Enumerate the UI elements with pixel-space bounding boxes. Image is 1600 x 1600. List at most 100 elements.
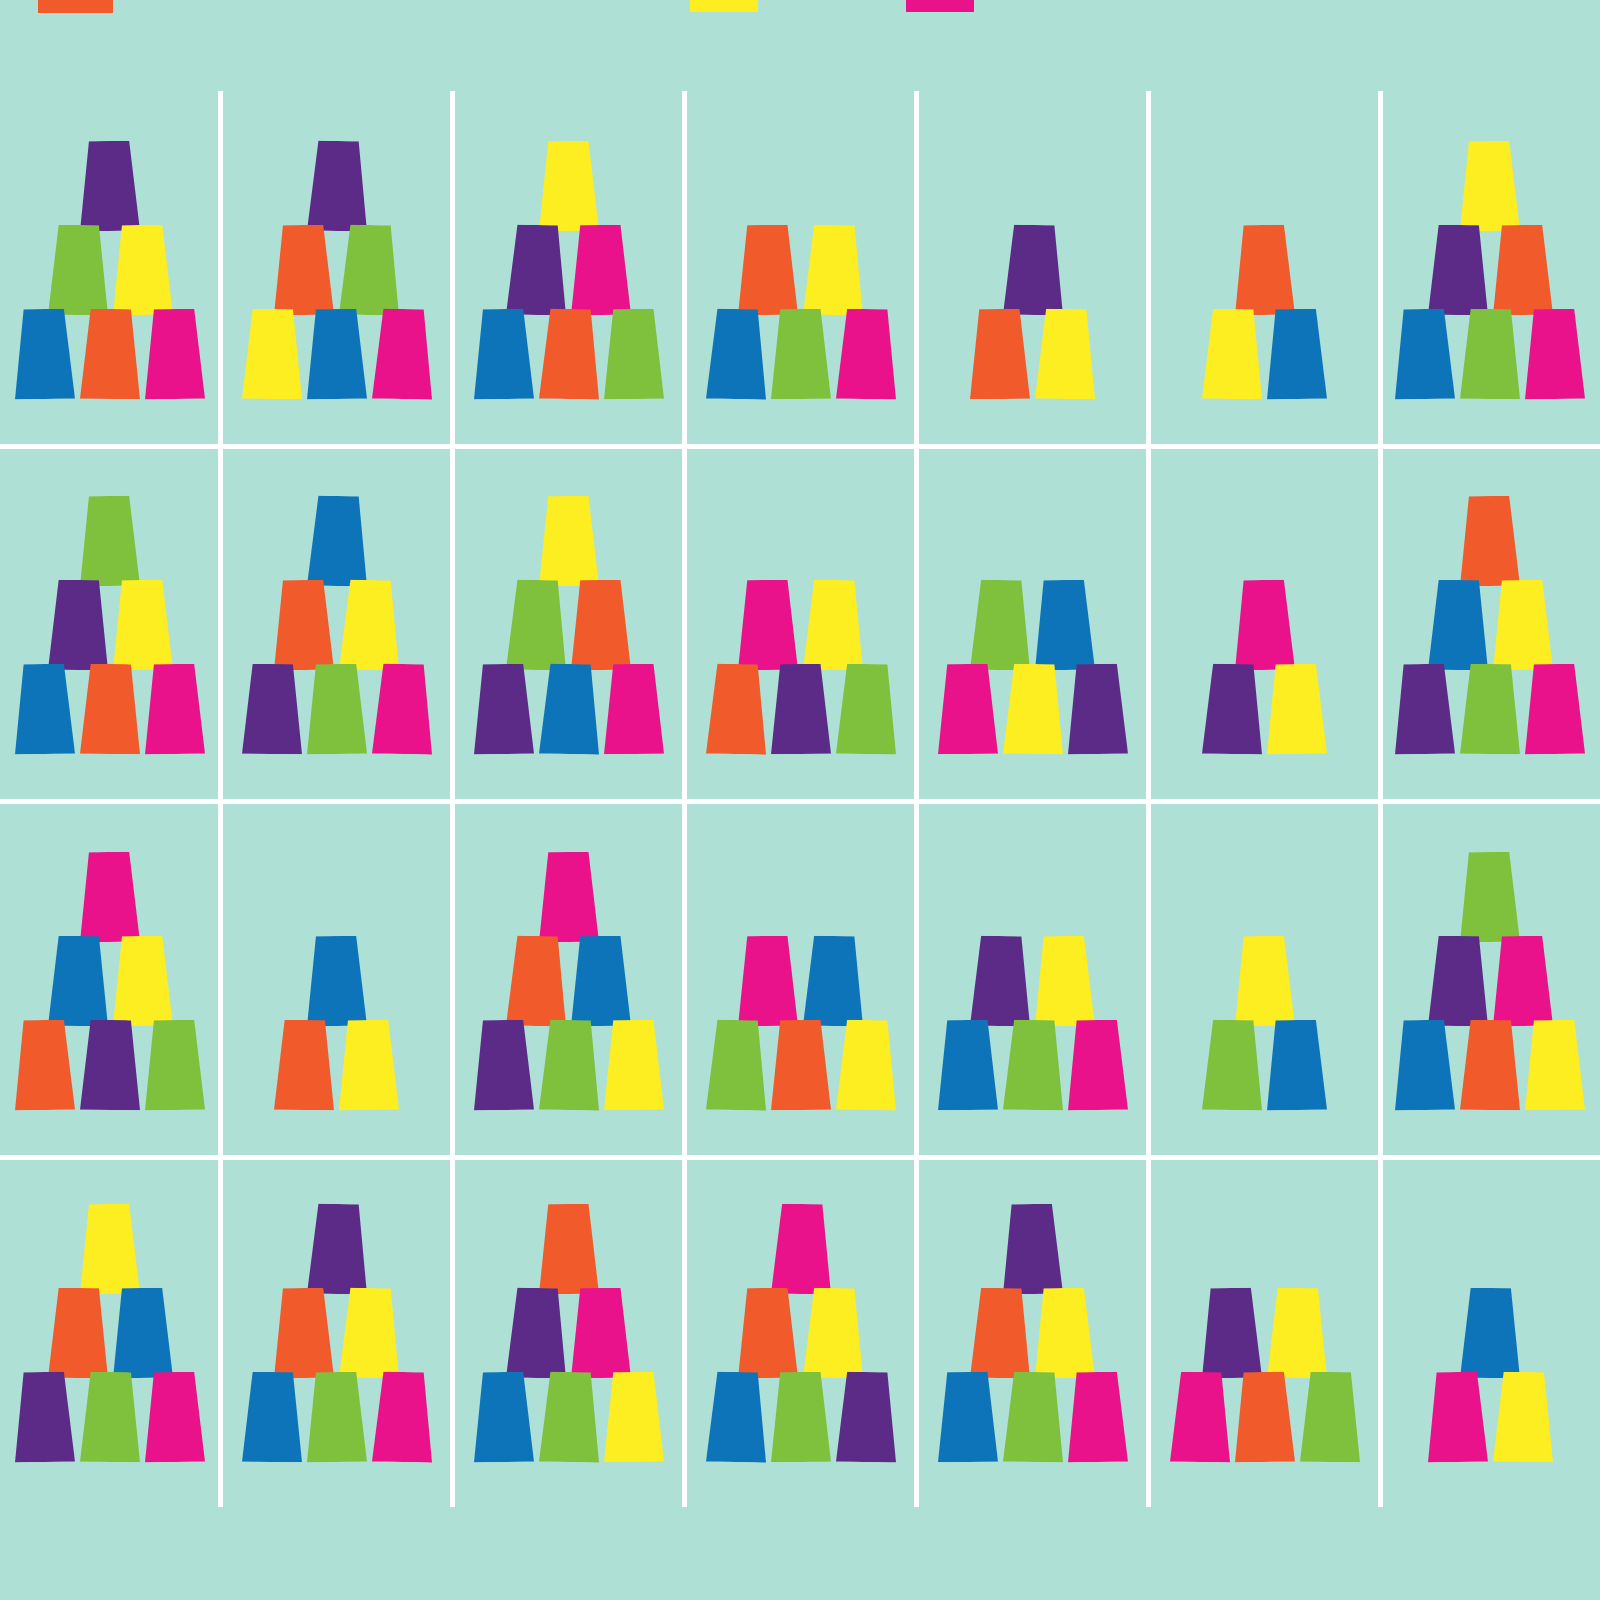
cup-pink [937, 664, 998, 754]
cup-blue [242, 1372, 303, 1463]
cup-pink [1170, 1372, 1231, 1463]
cup-blue [1428, 580, 1489, 671]
cup-orange [770, 1020, 831, 1110]
cup-yellow [242, 309, 303, 400]
cup-pink [79, 852, 140, 943]
cup-orange [80, 309, 141, 400]
cup-green [970, 580, 1031, 671]
cup-green [1460, 309, 1521, 400]
cut-off-cup-sliver [690, 0, 758, 12]
cup-pink [1524, 309, 1585, 400]
cup-yellow [339, 579, 401, 670]
cup-pink [372, 663, 434, 754]
cup-purple [1428, 936, 1489, 1027]
cup-pink [372, 308, 434, 399]
cup-yellow [836, 1020, 897, 1111]
cup-green [306, 664, 367, 755]
cup-pink [1426, 1372, 1487, 1463]
cup-green [79, 496, 140, 587]
cup-yellow [1035, 309, 1096, 400]
cup-yellow [79, 1204, 140, 1295]
cup-blue [307, 495, 369, 586]
cup-yellow [112, 225, 173, 316]
cup-purple [836, 1372, 897, 1463]
cup-pink [737, 580, 798, 670]
cup-green [1202, 1020, 1263, 1111]
cup-yellow [803, 1288, 864, 1379]
cup-purple [14, 1372, 75, 1463]
cup-green [144, 1020, 205, 1111]
cup-yellow [603, 1020, 664, 1110]
cup-purple [473, 664, 534, 755]
cup-pink [603, 664, 664, 754]
cup-pink [1492, 936, 1553, 1027]
cup-pink [538, 852, 599, 942]
cup-purple [1066, 664, 1127, 755]
cup-orange [48, 1288, 109, 1379]
cup-green [1003, 1020, 1064, 1111]
cup-purple [80, 1020, 141, 1111]
cup-purple [1001, 1204, 1062, 1295]
cup-yellow [1459, 141, 1520, 232]
cup-blue [1394, 1020, 1455, 1111]
cup-orange [1233, 1372, 1294, 1463]
cup-pink [1233, 580, 1294, 671]
cup-green [770, 309, 831, 399]
cut-off-cup-sliver [38, 0, 113, 13]
cup-orange [570, 580, 631, 670]
cup-purple [506, 224, 568, 315]
cup-green [539, 1371, 601, 1462]
cup-orange [970, 1288, 1031, 1379]
cup-green [506, 579, 568, 670]
cup-yellow [538, 141, 599, 231]
cup-blue [1266, 1020, 1327, 1111]
cup-yellow [1233, 936, 1294, 1027]
cup-blue [306, 936, 367, 1027]
cup-yellow [803, 580, 864, 671]
cup-yellow [1202, 309, 1263, 400]
cup-green [603, 309, 664, 399]
cup-green [836, 664, 897, 755]
cup-pink [372, 1371, 434, 1462]
cup-orange [1492, 225, 1553, 316]
cup-purple [506, 1287, 568, 1378]
cup-orange [539, 308, 601, 399]
cup-yellow [338, 1020, 399, 1111]
cup-blue [14, 309, 75, 400]
cup-yellow [339, 1287, 401, 1378]
cup-blue [306, 309, 367, 400]
cup-green [1300, 1372, 1361, 1463]
cup-blue [1394, 309, 1455, 400]
cup-blue [937, 1020, 998, 1110]
cup-orange [1233, 225, 1294, 316]
cup-orange [506, 935, 568, 1026]
cup-purple [1394, 664, 1455, 755]
cup-orange [80, 664, 141, 755]
cup-yellow [1034, 1288, 1095, 1379]
cup-orange [538, 1204, 599, 1294]
cup-pink [1066, 1020, 1127, 1111]
cup-yellow [603, 1372, 664, 1462]
cup-yellow [1267, 1288, 1328, 1379]
cup-purple [473, 1020, 534, 1111]
gridline-horizontal [0, 799, 1600, 804]
cup-orange [1460, 1020, 1521, 1111]
cup-pink [1066, 1372, 1127, 1463]
cup-blue [14, 664, 75, 755]
cup-blue [803, 936, 864, 1027]
cup-green [80, 1372, 141, 1463]
cup-orange [274, 1020, 335, 1111]
cup-purple [770, 664, 831, 754]
cup-blue [706, 1371, 768, 1462]
cup-yellow [1003, 664, 1064, 755]
cup-blue [1034, 580, 1095, 671]
cut-off-cup-sliver [906, 0, 974, 12]
cup-pink [1524, 664, 1585, 755]
cup-orange [706, 663, 768, 754]
gridline-horizontal [0, 1155, 1600, 1160]
cup-purple [48, 580, 109, 671]
cup-green [48, 225, 109, 316]
cup-pink [836, 309, 897, 400]
cup-orange [1459, 496, 1520, 587]
